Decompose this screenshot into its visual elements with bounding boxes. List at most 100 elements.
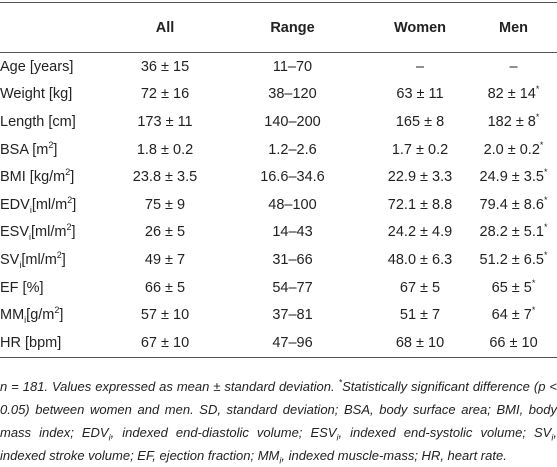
superscript: * — [531, 277, 536, 288]
cell: 68 ± 10 — [395, 334, 445, 351]
cell: 38–120 — [268, 86, 317, 103]
header-cell — [0, 3, 115, 53]
cell: 23.8 ± 3.5 — [132, 169, 198, 186]
cell: 67 ± 5 — [399, 279, 441, 296]
superscript: * — [543, 194, 548, 205]
row-label: SVi[ml/m2] — [0, 246, 115, 274]
table-row: EDVi[ml/m2] 75 ± 9 48–100 72.1 ± 8.8 79.4 ± … — [0, 191, 557, 219]
cell: 75 ± 9 — [144, 196, 186, 213]
cell: 165 ± 8 — [395, 113, 445, 130]
text: 65 ± 5 — [491, 279, 532, 296]
cell: 63 ± 11 — [396, 86, 444, 103]
cell: 14–43 — [272, 224, 313, 241]
text: 51.2 ± 6.5 — [479, 251, 544, 268]
table-row: HR [bpm] 67 ± 10 47–96 68 ± 10 66 ± 10 — [0, 329, 557, 357]
header-cell: All — [155, 19, 175, 36]
text: EDV — [0, 196, 30, 213]
superscript: * — [543, 222, 548, 233]
cell: 2.0 ± 0.2* — [470, 136, 557, 164]
text: [ml/m — [21, 251, 57, 268]
text: , indexed end-systolic volume; SV — [338, 424, 552, 440]
text: 182 ± 8 — [487, 113, 536, 130]
cell: 26 ± 5 — [144, 224, 186, 241]
subscript: i — [551, 432, 554, 443]
superscript: * — [543, 250, 548, 261]
cell: 24.2 ± 4.9 — [387, 224, 453, 241]
text: , indexed end-diastolic volume; ESV — [110, 424, 337, 440]
row-label: HR [bpm] — [0, 329, 115, 357]
table-row: EF [%] 66 ± 5 54–77 67 ± 5 65 ± 5* — [0, 274, 557, 302]
cell: 140–200 — [264, 113, 321, 130]
text: 82 ± 14 — [487, 86, 536, 103]
cell: 11–70 — [272, 58, 313, 75]
cell: 47–96 — [272, 334, 313, 351]
text: 28.2 ± 5.1 — [479, 224, 544, 241]
superscript: * — [338, 377, 343, 388]
subscript: i — [19, 259, 22, 270]
row-label: MMi[g/m2] — [0, 301, 115, 329]
row-label: BSA [m2] — [0, 136, 115, 164]
text: ] — [61, 251, 66, 268]
superscript: 2 — [67, 194, 73, 205]
table-row: Age [years] 36 ± 15 11–70 – – — [0, 53, 557, 81]
text: Weight [kg] — [0, 86, 73, 103]
cell: – — [509, 58, 518, 75]
row-label: Weight [kg] — [0, 81, 115, 109]
text: ] — [70, 169, 75, 186]
text: BMI [kg/m — [0, 169, 66, 186]
cell: 82 ± 14* — [470, 81, 557, 109]
text: , indexed muscle-mass; HR, heart rate. — [281, 447, 507, 463]
table-row: Length [cm] 173 ± 11 140–200 165 ± 8 182 ± 8… — [0, 108, 557, 136]
row-label: Length [cm] — [0, 108, 115, 136]
cell: 51 ± 7 — [399, 307, 441, 324]
cell: 67 ± 10 — [140, 334, 190, 351]
table-body: Age [years] 36 ± 15 11–70 – – Weight [kg] 72 ±… — [0, 53, 557, 358]
text: n = 181. Values expressed as mean ± stan… — [0, 378, 339, 394]
table-row: ESVi[ml/m2] 26 ± 5 14–43 24.2 ± 4.9 28.2 ± 5… — [0, 219, 557, 247]
cell: 72.1 ± 8.8 — [387, 196, 453, 213]
cell: 1.2–2.6 — [268, 141, 317, 158]
subscript: i — [29, 204, 32, 215]
cell: 72 ± 16 — [140, 86, 190, 103]
text: ] — [71, 224, 76, 241]
cell: 48.0 ± 6.3 — [387, 251, 453, 268]
superscript: * — [531, 305, 536, 316]
text: [ml/m — [31, 196, 68, 213]
superscript: * — [535, 112, 540, 123]
table-row: Weight [kg] 72 ± 16 38–120 63 ± 11 82 ± 14* — [0, 81, 557, 109]
cell: 79.4 ± 8.6* — [470, 191, 557, 219]
header-cell: Range — [270, 19, 315, 36]
table-row: MMi[g/m2] 57 ± 10 37–81 51 ± 7 64 ± 7* — [0, 301, 557, 329]
cell: 22.9 ± 3.3 — [387, 169, 453, 186]
cell: 1.8 ± 0.2 — [136, 141, 194, 158]
superscript: * — [535, 84, 540, 95]
text: 24.9 ± 3.5 — [479, 169, 544, 186]
cell: 66 ± 5 — [144, 279, 186, 296]
text: ESV — [0, 224, 30, 241]
cell: 24.9 ± 3.5* — [470, 163, 557, 191]
table-row: SVi[ml/m2] 49 ± 7 31–66 48.0 ± 6.3 51.2 ± 6.… — [0, 246, 557, 274]
data-table: All Range Women Men Age [years] 36 ± 15 11–70… — [0, 2, 557, 358]
table-row: BMI [kg/m2] 23.8 ± 3.5 16.6–34.6 22.9 ± 3.3… — [0, 163, 557, 191]
cell: 65 ± 5* — [470, 274, 557, 302]
row-label: ESVi[ml/m2] — [0, 219, 115, 247]
superscript: 2 — [65, 167, 71, 178]
superscript: 2 — [66, 222, 72, 233]
row-label: BMI [kg/m2] — [0, 163, 115, 191]
header-cell: Women — [393, 19, 447, 36]
text: Statistically significant difference (p … — [0, 378, 557, 440]
text: Length [cm] — [0, 113, 76, 130]
cell: 37–81 — [272, 307, 313, 324]
cell: 66 ± 10 — [489, 334, 538, 351]
text: BSA [m — [0, 141, 49, 158]
header-cell: Men — [499, 19, 528, 36]
text: ] — [72, 196, 77, 213]
superscript: 2 — [56, 250, 62, 261]
cell: 57 ± 10 — [140, 307, 190, 324]
superscript: * — [539, 139, 544, 150]
cell: 36 ± 15 — [140, 58, 190, 75]
text: MM — [0, 307, 25, 324]
cell: 64 ± 7* — [470, 301, 557, 329]
text: ] — [53, 141, 58, 158]
